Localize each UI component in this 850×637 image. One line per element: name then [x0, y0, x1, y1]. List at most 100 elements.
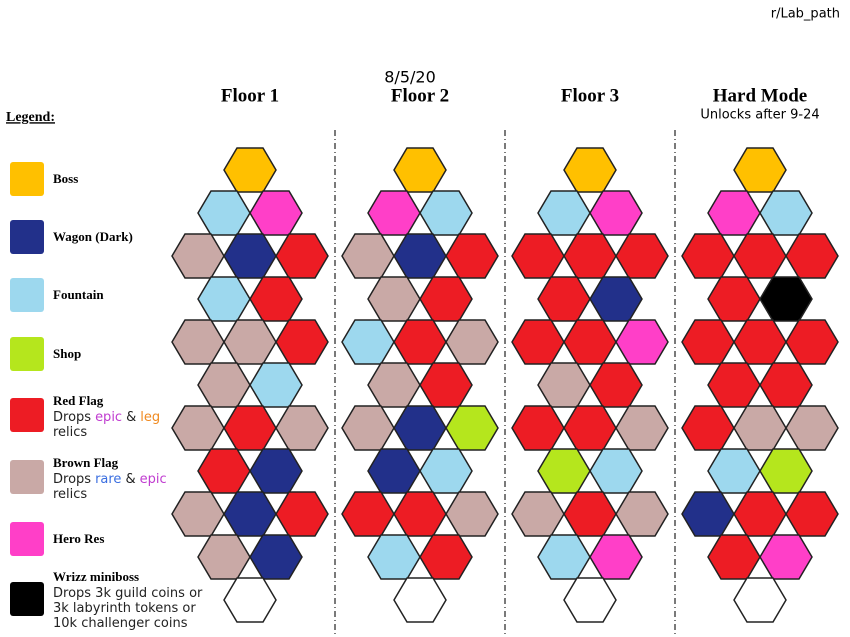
floor-subtitle: Unlocks after 9-24	[700, 108, 819, 123]
hex-cell	[275, 319, 329, 365]
hex-cell	[511, 405, 565, 451]
legend-title: Legend:	[6, 110, 55, 125]
hex-cell	[785, 233, 839, 279]
hex-cell	[249, 448, 303, 494]
hex-cell	[197, 534, 251, 580]
hex-cell	[537, 276, 591, 322]
hex-cell	[223, 405, 277, 451]
hex-cell	[589, 534, 643, 580]
hex-cell	[707, 448, 761, 494]
legend-desc-word: epic	[140, 472, 167, 487]
hex-cell	[537, 190, 591, 236]
hex-cell	[759, 534, 813, 580]
hex-cell	[223, 319, 277, 365]
hex-cell	[249, 362, 303, 408]
floor-grid	[341, 147, 499, 623]
hex-cell	[733, 147, 787, 193]
legend-swatch	[10, 220, 44, 254]
legend-desc: 10k challenger coins	[53, 616, 188, 631]
hex-cell	[197, 362, 251, 408]
legend-swatch	[10, 398, 44, 432]
hex-cell	[223, 577, 277, 623]
hex-cell	[419, 362, 473, 408]
hex-cell	[563, 319, 617, 365]
legend-desc: relics	[53, 487, 87, 502]
legend-desc-word: relics	[53, 487, 87, 502]
hex-cell	[341, 405, 395, 451]
hex-cell	[537, 448, 591, 494]
hex-cell	[223, 147, 277, 193]
hex-cell	[249, 190, 303, 236]
legend-label: Wagon (Dark)	[53, 229, 133, 244]
hex-cell	[393, 233, 447, 279]
legend-swatch	[10, 278, 44, 312]
legend-desc-word: &	[126, 410, 136, 425]
legend-swatch	[10, 522, 44, 556]
legend-label: Hero Res	[53, 531, 104, 546]
hex-cell	[341, 319, 395, 365]
hex-cell	[681, 319, 735, 365]
hex-cell	[511, 319, 565, 365]
floor-title: Floor 3	[561, 85, 619, 106]
hex-cell	[367, 534, 421, 580]
legend-desc-word: 10k challenger coins	[53, 616, 188, 631]
hex-cell	[445, 405, 499, 451]
hex-cell	[785, 491, 839, 537]
legend-swatch	[10, 162, 44, 196]
hex-cell	[171, 233, 225, 279]
hex-cell	[341, 491, 395, 537]
hex-cell	[733, 405, 787, 451]
hex-cell	[759, 276, 813, 322]
source: r/Lab_path	[771, 7, 840, 22]
hex-cell	[367, 448, 421, 494]
legend-label: Fountain	[53, 287, 104, 302]
hex-cell	[197, 190, 251, 236]
hex-cell	[733, 491, 787, 537]
hex-cell	[681, 233, 735, 279]
hex-cell	[223, 491, 277, 537]
hex-cell	[171, 319, 225, 365]
legend-label: Brown Flag	[53, 455, 119, 470]
hex-cell	[275, 233, 329, 279]
hex-cell	[681, 405, 735, 451]
legend-desc-word: &	[125, 472, 135, 487]
hex-cell	[589, 448, 643, 494]
legend-desc-word: epic	[95, 410, 122, 425]
hex-cell	[249, 276, 303, 322]
hex-cell	[681, 491, 735, 537]
hex-cell	[537, 534, 591, 580]
legend-desc-word: Drops 3k guild coins or	[53, 586, 203, 601]
hex-cell	[367, 362, 421, 408]
legend-swatch	[10, 582, 44, 616]
hex-cell	[589, 362, 643, 408]
hex-cell	[785, 405, 839, 451]
floor-grid	[681, 147, 839, 623]
floor-title: Floor 2	[391, 85, 449, 106]
hex-cell	[419, 190, 473, 236]
legend-desc: Drops 3k guild coins or	[53, 586, 203, 601]
hex-cell	[367, 190, 421, 236]
legend-desc: relics	[53, 425, 87, 440]
legend-swatch	[10, 460, 44, 494]
hex-cell	[563, 233, 617, 279]
hex-cell	[615, 491, 669, 537]
hex-cell	[393, 577, 447, 623]
hex-cell	[445, 233, 499, 279]
hex-cell	[367, 276, 421, 322]
hex-cell	[223, 233, 277, 279]
hex-cell	[733, 577, 787, 623]
floor-grid	[171, 147, 329, 623]
legend-label: Red Flag	[53, 393, 104, 408]
legend-desc: Drops rare & epic	[53, 472, 167, 487]
hex-cell	[171, 491, 225, 537]
date: 8/5/20	[384, 68, 436, 87]
hex-cell	[733, 319, 787, 365]
legend-label: Wrizz miniboss	[53, 569, 139, 584]
hex-cell	[393, 319, 447, 365]
legend-desc-word: relics	[53, 425, 87, 440]
floor-grid	[511, 147, 669, 623]
hex-cell	[393, 491, 447, 537]
hex-cell	[511, 491, 565, 537]
hex-cell	[341, 233, 395, 279]
hex-cell	[197, 276, 251, 322]
